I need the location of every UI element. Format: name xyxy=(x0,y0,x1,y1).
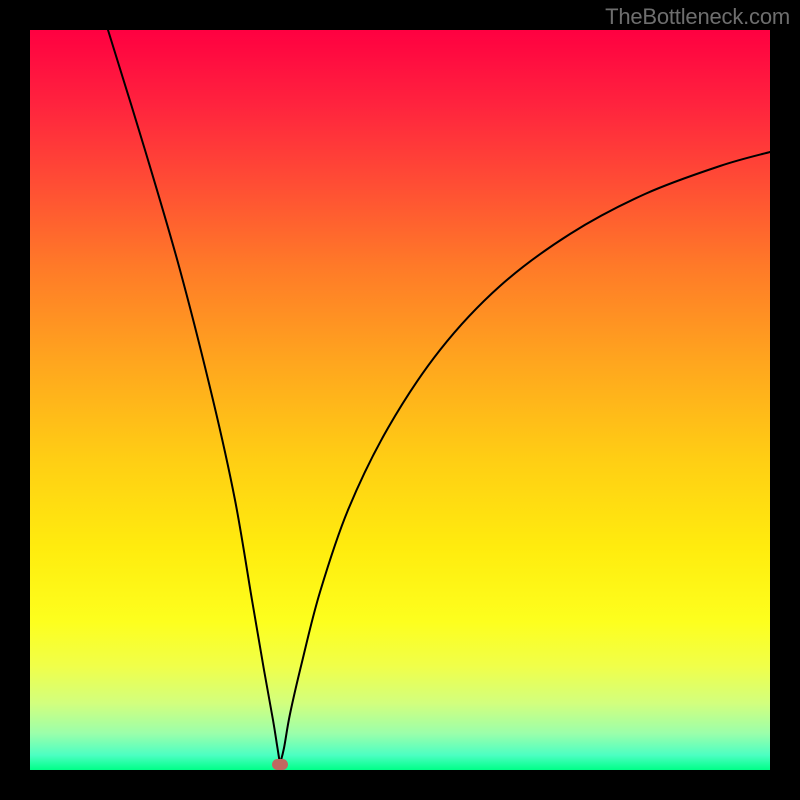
chart-frame: TheBottleneck.com xyxy=(0,0,800,800)
curve-path xyxy=(108,30,770,764)
minimum-marker xyxy=(272,759,288,770)
plot-area xyxy=(30,30,770,770)
bottleneck-curve xyxy=(30,30,770,770)
watermark-text: TheBottleneck.com xyxy=(605,4,790,30)
